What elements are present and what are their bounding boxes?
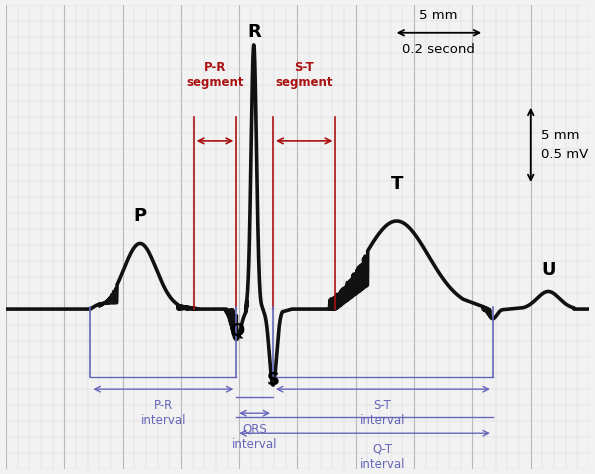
Text: S-T
segment: S-T segment — [275, 61, 333, 89]
Text: S: S — [267, 371, 280, 389]
Text: P-R
segment: P-R segment — [186, 61, 243, 89]
Text: Q-T
interval: Q-T interval — [360, 443, 405, 471]
Text: R: R — [247, 23, 261, 41]
Text: QRS
interval: QRS interval — [232, 423, 278, 451]
Text: T: T — [390, 175, 403, 193]
Text: P: P — [133, 207, 146, 225]
Text: P-R
interval: P-R interval — [140, 399, 186, 427]
Text: U: U — [541, 261, 556, 279]
Text: 5 mm: 5 mm — [541, 129, 579, 142]
Text: 0.2 second: 0.2 second — [402, 43, 475, 56]
Text: 5 mm: 5 mm — [419, 9, 458, 22]
Text: 0.5 mV: 0.5 mV — [541, 148, 588, 161]
Text: Q: Q — [228, 321, 244, 339]
Text: S-T
interval: S-T interval — [360, 399, 405, 427]
